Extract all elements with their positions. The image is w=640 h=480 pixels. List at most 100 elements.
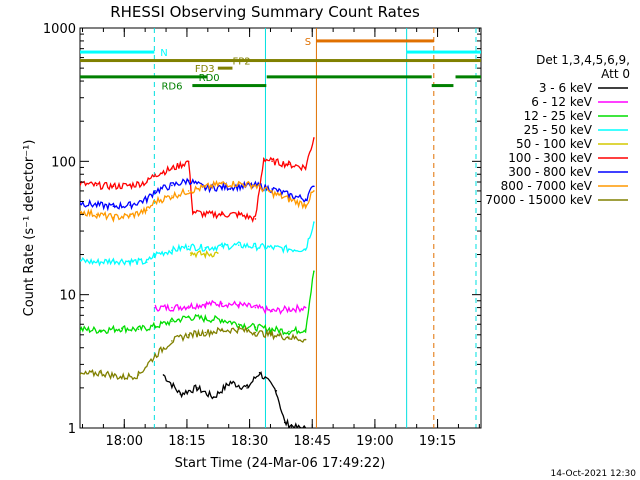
flag-label-fd3: FD3 (195, 64, 215, 75)
point-6-12-kev-9 (304, 306, 307, 309)
point-100-300-kev-2 (112, 185, 115, 188)
point-3-6-kev-6 (258, 371, 261, 374)
series-800-7000-kev (80, 179, 315, 223)
point-25-50-kev-3 (129, 260, 131, 263)
point-25-50-kev-7 (187, 245, 190, 248)
point-25-50-kev-6 (171, 249, 173, 252)
legend-label-25-50-kev: 25 - 50 keV (524, 123, 593, 137)
legend-header-line-1: Det 1,3,4,5,6,9, (536, 53, 630, 67)
point-6-12-kev-0 (154, 306, 156, 309)
y-tick-label-0: 1 (68, 422, 76, 437)
point-6-12-kev-5 (237, 304, 240, 306)
point-6-12-kev-6 (254, 306, 257, 309)
point-6-12-kev-4 (221, 302, 223, 305)
vertical-markers (153, 28, 477, 428)
point-12-25-kev-5 (171, 320, 173, 323)
point-12-25-kev-9 (237, 323, 240, 326)
point-100-300-kev-5 (154, 173, 156, 176)
point-50-100-kev-0 (189, 252, 192, 254)
flag-label-rd0: RD0 (199, 73, 220, 84)
point-25-50-kev-1 (95, 261, 98, 264)
point-800-7000-kev-11 (254, 184, 257, 187)
legend-label-6-12-kev: 6 - 12 keV (531, 95, 593, 109)
x-tick-label-5: 19:15 (419, 434, 456, 449)
point-100-300-kev-17 (313, 137, 315, 139)
point-12-25-kev-12 (288, 330, 290, 333)
flag-rd0-segment-2 (455, 75, 481, 79)
flag-label-rd6: RD6 (161, 82, 182, 93)
point-25-50-kev-15 (313, 221, 315, 223)
point-100-300-kev-10 (221, 213, 223, 216)
point-800-7000-kev-1 (95, 213, 98, 216)
point-300-800-kev-15 (313, 185, 315, 188)
point-12-25-kev-8 (221, 318, 223, 321)
legend-label-800-7000-kev: 800 - 7000 keV (501, 179, 593, 193)
point-7000-15000-kev-2 (121, 376, 123, 379)
point-100-300-kev-4 (146, 181, 148, 183)
point-3-6-kev-8 (283, 421, 286, 424)
series-300-800-kev (80, 177, 314, 212)
point-25-50-kev-4 (146, 261, 148, 264)
point-7000-15000-kev-0 (80, 374, 81, 376)
point-300-800-kev-14 (304, 198, 307, 200)
flag-rd0-segment-0 (80, 75, 207, 79)
point-12-25-kev-4 (154, 325, 156, 328)
x-tick-label-3: 18:45 (294, 434, 331, 449)
point-7000-15000-kev-11 (271, 334, 273, 336)
point-12-25-kev-7 (204, 317, 207, 320)
point-3-6-kev-0 (162, 374, 165, 376)
y-axis-ticks: 1 10 100 1000 (43, 22, 481, 437)
point-300-800-kev-0 (80, 201, 81, 204)
point-800-7000-kev-12 (271, 192, 273, 194)
point-800-7000-kev-8 (204, 186, 207, 188)
legend-header-line-2: Att 0 (601, 67, 630, 81)
point-25-50-kev-8 (204, 246, 207, 249)
flag-fd3-segment-0 (217, 66, 233, 70)
point-100-300-kev-15 (288, 163, 290, 166)
x-tick-label-2: 18:30 (231, 434, 268, 449)
point-3-6-kev-1 (179, 393, 182, 395)
flag-label-n: N (160, 48, 167, 59)
point-100-300-kev-0 (80, 182, 81, 185)
point-100-300-kev-7 (187, 160, 190, 163)
y-tick-label-1: 10 (59, 289, 76, 304)
flag-n-segment-0 (80, 50, 155, 54)
flag-label-s: S (305, 37, 311, 48)
point-800-7000-kev-10 (237, 182, 240, 185)
point-100-300-kev-11 (237, 213, 240, 216)
series-25-50-kev (80, 221, 315, 267)
point-800-7000-kev-15 (313, 190, 315, 192)
point-300-800-kev-5 (154, 190, 156, 192)
point-25-50-kev-13 (288, 248, 290, 250)
chart-title: RHESSI Observing Summary Count Rates (110, 3, 420, 21)
point-100-300-kev-9 (204, 213, 207, 216)
legend-label-100-300-kev: 100 - 300 keV (508, 151, 592, 165)
flag-rd6-segment-1 (431, 84, 454, 88)
point-300-800-kev-6 (171, 184, 173, 187)
flag-s-segment-0 (316, 39, 434, 43)
point-25-50-kev-12 (271, 246, 273, 249)
point-25-50-kev-0 (80, 259, 81, 262)
point-800-7000-kev-9 (221, 182, 223, 185)
point-7000-15000-kev-13 (304, 338, 307, 341)
x-tick-label-4: 19:00 (356, 434, 393, 449)
point-800-7000-kev-7 (187, 190, 190, 192)
point-300-800-kev-10 (237, 185, 240, 188)
point-3-6-kev-2 (196, 387, 198, 389)
x-axis-label: Start Time (24-Mar-06 17:49:22) (175, 456, 386, 471)
point-100-300-kev-1 (95, 184, 98, 187)
point-12-25-kev-1 (100, 329, 102, 332)
legend-label-50-100-kev: 50 - 100 keV (516, 137, 593, 151)
point-800-7000-kev-6 (171, 195, 173, 197)
point-300-800-kev-3 (129, 204, 131, 206)
point-7000-15000-kev-7 (204, 331, 207, 334)
series-6-12-kev (154, 299, 306, 316)
point-7000-15000-kev-6 (187, 334, 190, 336)
point-100-300-kev-3 (129, 184, 131, 187)
point-25-50-kev-2 (112, 259, 115, 262)
flag-n-segment-1 (406, 50, 481, 54)
point-12-25-kev-10 (254, 326, 257, 329)
point-6-12-kev-7 (271, 310, 273, 313)
